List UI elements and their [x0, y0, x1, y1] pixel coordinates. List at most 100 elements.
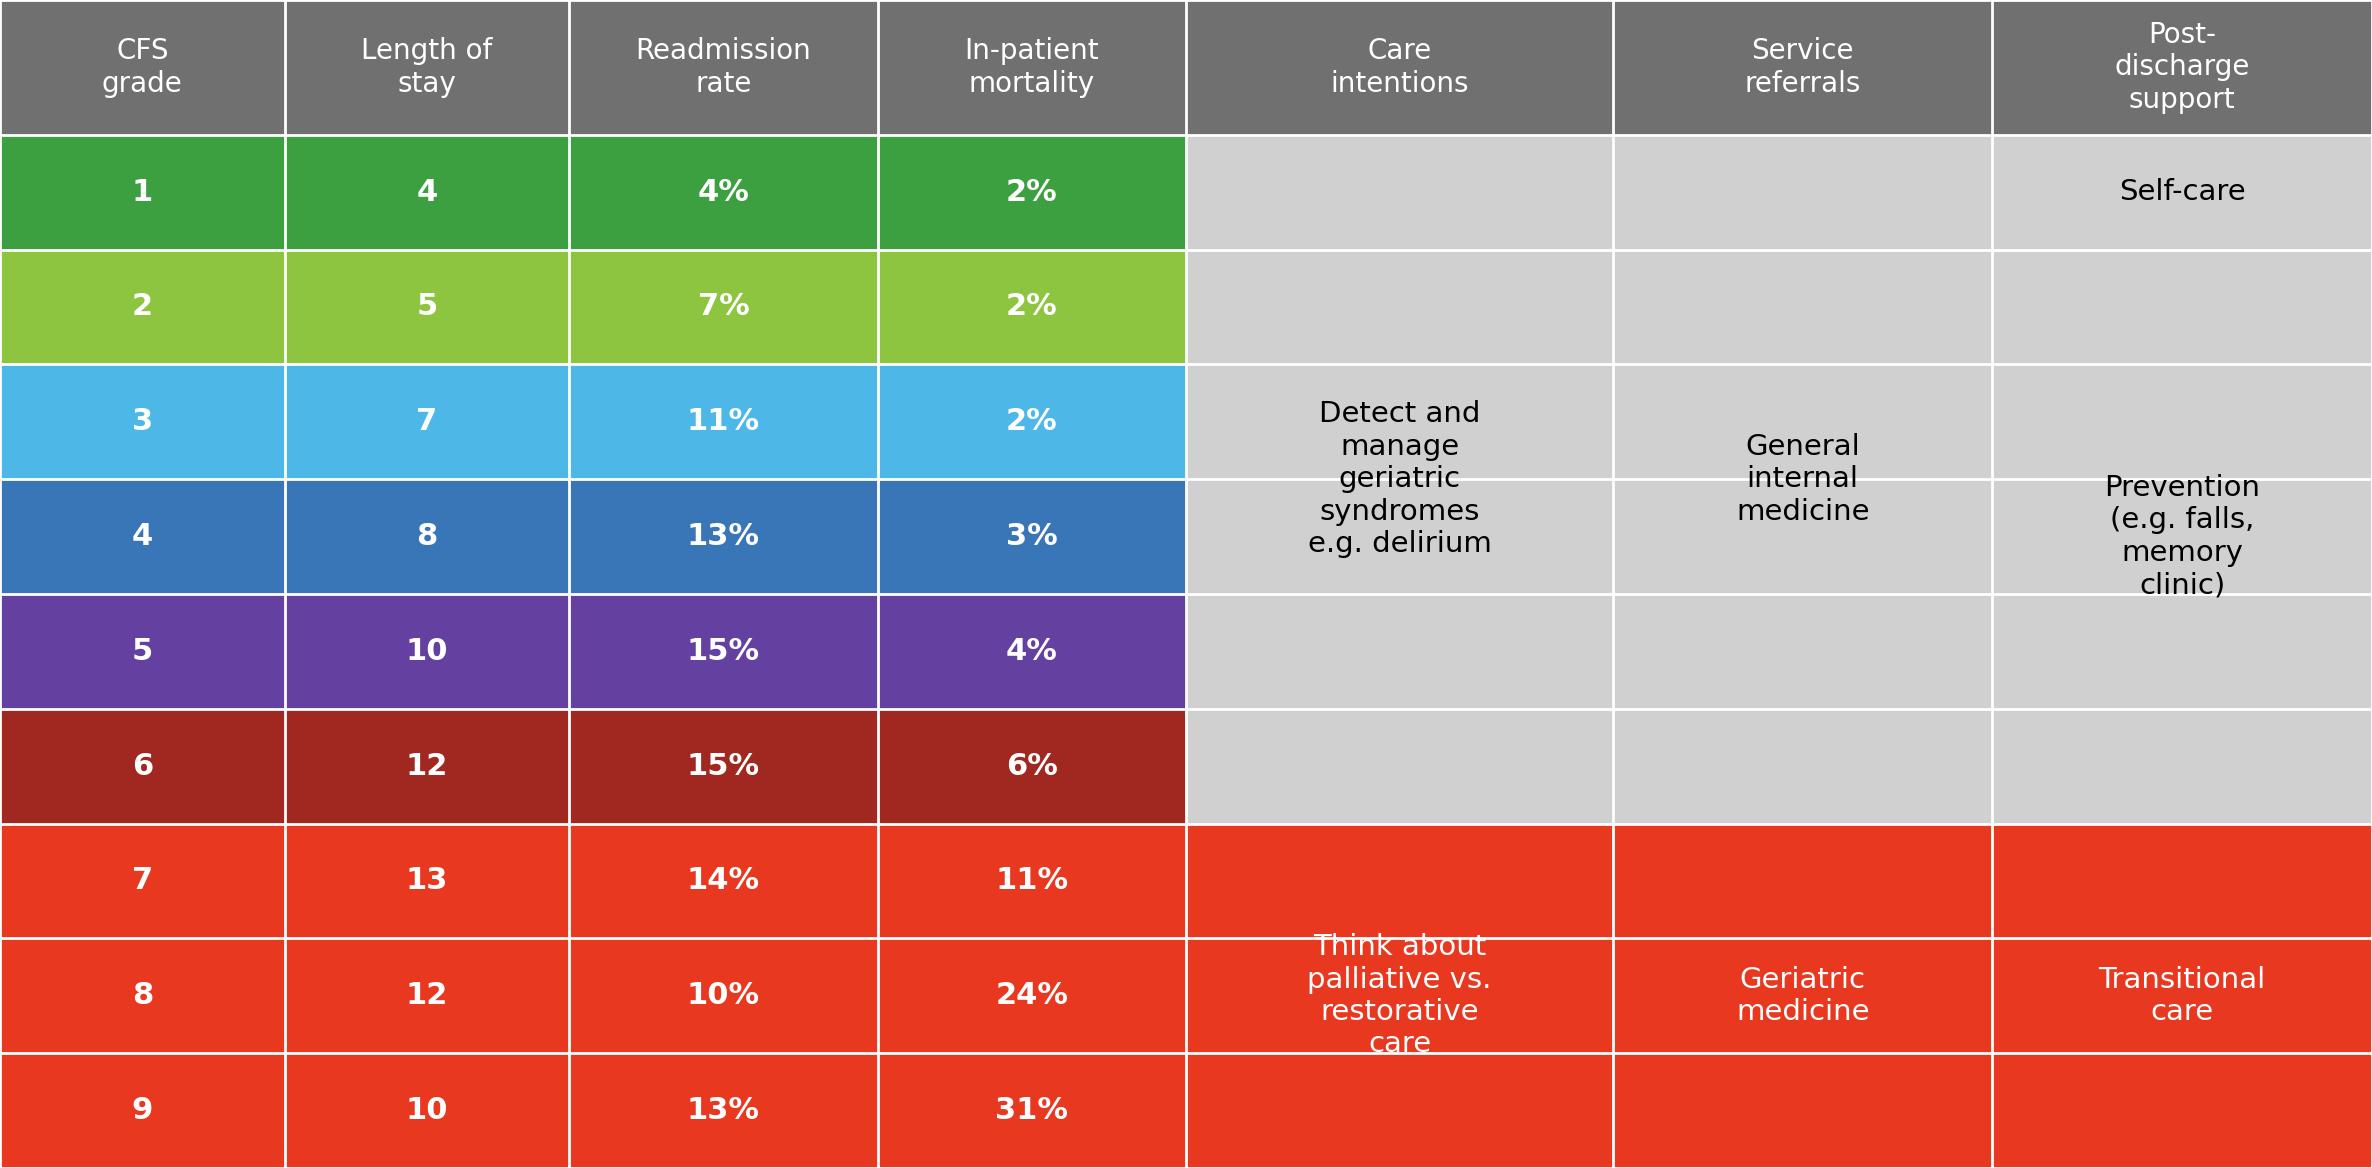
Text: 1: 1 [133, 178, 152, 207]
Text: 3: 3 [133, 408, 152, 436]
Text: 24%: 24% [996, 981, 1067, 1010]
Bar [285, 250, 569, 364]
Bar [1613, 0, 1992, 134]
Text: 15%: 15% [688, 752, 759, 780]
Text: General
internal
medicine: General internal medicine [1736, 433, 1869, 526]
Bar [285, 823, 569, 938]
Text: 2: 2 [133, 292, 152, 321]
Bar [878, 709, 1186, 823]
Text: 2%: 2% [1006, 178, 1058, 207]
Text: 4: 4 [133, 522, 152, 551]
Bar [0, 364, 285, 479]
Bar [0, 595, 285, 709]
Text: Detect and
manage
geriatric
syndromes
e.g. delirium: Detect and manage geriatric syndromes e.… [1307, 401, 1492, 558]
Bar [1613, 134, 1992, 823]
Text: 12: 12 [406, 752, 448, 780]
Bar [878, 250, 1186, 364]
Bar [1186, 0, 1613, 134]
Bar [878, 0, 1186, 134]
Text: Length of
stay: Length of stay [361, 37, 493, 98]
Bar [878, 595, 1186, 709]
Bar [0, 134, 285, 250]
Bar [569, 823, 878, 938]
Text: CFS
grade: CFS grade [102, 37, 183, 98]
Text: 6: 6 [133, 752, 152, 780]
Bar [285, 134, 569, 250]
Text: 4%: 4% [697, 178, 750, 207]
Text: Care
intentions: Care intentions [1331, 37, 1468, 98]
Text: 14%: 14% [688, 867, 759, 896]
Text: 6%: 6% [1006, 752, 1058, 780]
Bar [1992, 823, 2372, 1168]
Text: 9: 9 [130, 1096, 154, 1125]
Bar [0, 479, 285, 595]
Text: 7: 7 [417, 408, 436, 436]
Bar [0, 709, 285, 823]
Bar [1186, 823, 1613, 1168]
Text: 8: 8 [133, 981, 152, 1010]
Text: 31%: 31% [996, 1096, 1067, 1125]
Bar [878, 938, 1186, 1054]
Bar [569, 595, 878, 709]
Bar [569, 134, 878, 250]
Text: 2%: 2% [1006, 408, 1058, 436]
Bar [569, 709, 878, 823]
Bar [0, 250, 285, 364]
Bar [285, 1054, 569, 1168]
Bar [878, 1054, 1186, 1168]
Bar [1992, 134, 2372, 250]
Text: 4%: 4% [1006, 637, 1058, 666]
Bar [285, 0, 569, 134]
Text: 10: 10 [406, 637, 448, 666]
Text: 5: 5 [417, 292, 436, 321]
Text: 10: 10 [406, 1096, 448, 1125]
Bar [569, 0, 878, 134]
Text: 11%: 11% [688, 408, 759, 436]
Text: 13%: 13% [688, 522, 759, 551]
Bar [878, 134, 1186, 250]
Bar [0, 0, 285, 134]
Bar [285, 938, 569, 1054]
Text: Transitional
care: Transitional care [2099, 966, 2265, 1026]
Text: 11%: 11% [996, 867, 1067, 896]
Text: Think about
palliative vs.
restorative
care: Think about palliative vs. restorative c… [1307, 933, 1492, 1058]
Text: 2%: 2% [1006, 292, 1058, 321]
Text: Service
referrals: Service referrals [1743, 37, 1862, 98]
Text: 5: 5 [133, 637, 152, 666]
Bar [569, 479, 878, 595]
Bar [1613, 823, 1992, 1168]
Bar [0, 938, 285, 1054]
Text: 7%: 7% [697, 292, 750, 321]
Text: 13%: 13% [688, 1096, 759, 1125]
Bar [569, 1054, 878, 1168]
Text: Geriatric
medicine: Geriatric medicine [1736, 966, 1869, 1026]
Text: 13: 13 [406, 867, 448, 896]
Bar [1992, 0, 2372, 134]
Bar [0, 1054, 285, 1168]
Text: In-patient
mortality: In-patient mortality [965, 37, 1098, 98]
Bar [878, 364, 1186, 479]
Bar [569, 250, 878, 364]
Bar [569, 364, 878, 479]
Text: 4: 4 [417, 178, 436, 207]
Text: 8: 8 [417, 522, 436, 551]
Text: 10%: 10% [688, 981, 759, 1010]
Text: Post-
discharge
support: Post- discharge support [2113, 21, 2251, 113]
Bar [878, 479, 1186, 595]
Bar [878, 823, 1186, 938]
Bar [285, 709, 569, 823]
Bar [569, 938, 878, 1054]
Text: Readmission
rate: Readmission rate [636, 37, 811, 98]
Bar [285, 595, 569, 709]
Bar [285, 479, 569, 595]
Text: Prevention
(e.g. falls,
memory
clinic): Prevention (e.g. falls, memory clinic) [2104, 474, 2261, 599]
Text: 15%: 15% [688, 637, 759, 666]
Bar [0, 823, 285, 938]
Bar [1992, 250, 2372, 823]
Bar [285, 364, 569, 479]
Text: Self-care: Self-care [2118, 179, 2246, 206]
Bar [1186, 134, 1613, 823]
Text: 7: 7 [133, 867, 152, 896]
Text: 3%: 3% [1006, 522, 1058, 551]
Text: 12: 12 [406, 981, 448, 1010]
